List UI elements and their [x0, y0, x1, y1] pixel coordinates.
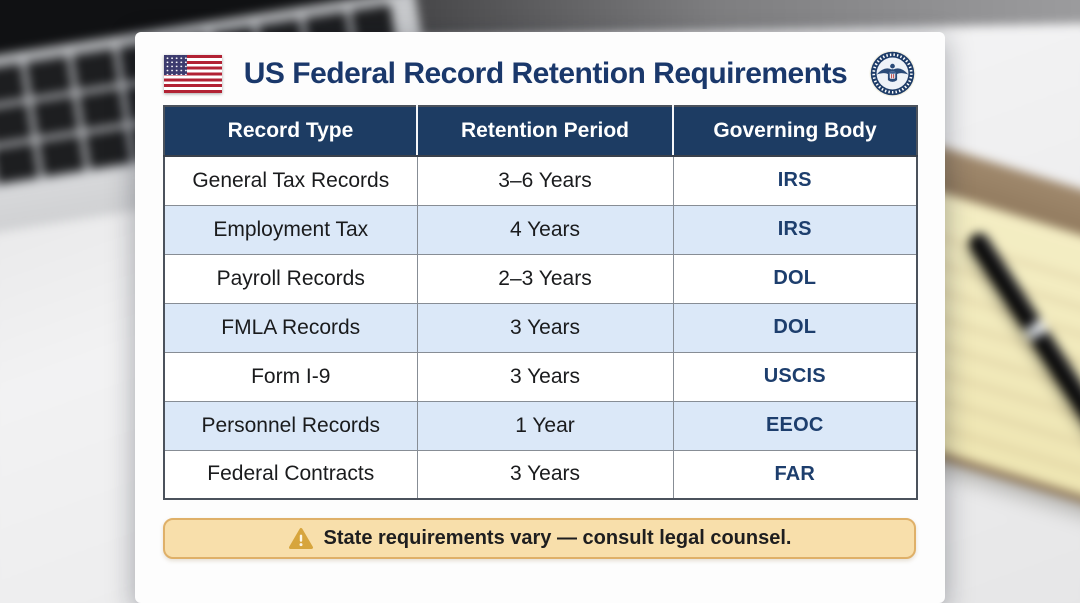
disclaimer-text: State requirements vary — consult legal …: [323, 527, 792, 549]
retention-period-cell: 2–3 Years: [416, 253, 674, 304]
infographic-card: US Federal Record Retention Requirements: [135, 32, 945, 603]
record-type-cell: Form I-9: [163, 351, 418, 402]
us-flag-icon: [164, 54, 222, 93]
retention-period-cell: 4 Years: [416, 204, 674, 255]
warning-triangle-icon: [288, 527, 313, 549]
us-flag-canton: [164, 54, 188, 75]
column-header-governing-body: Governing Body: [672, 106, 917, 157]
record-type-cell: General Tax Records: [163, 155, 418, 206]
retention-period-cell: 3 Years: [416, 302, 674, 353]
us-great-seal-icon: [869, 50, 916, 97]
table-row: Form I-9 3 Years USCIS: [163, 351, 918, 402]
record-type-cell: Employment Tax: [163, 204, 418, 255]
record-type-cell: Federal Contracts: [163, 449, 418, 500]
table-row: Federal Contracts 3 Years FAR: [163, 449, 918, 500]
table-row: Personnel Records 1 Year EEOC: [163, 400, 918, 451]
table-row: FMLA Records 3 Years DOL: [163, 302, 918, 353]
retention-requirements-table: Record Type Retention Period Governing B…: [163, 105, 918, 500]
record-type-cell: Payroll Records: [163, 253, 418, 304]
column-header-retention-period: Retention Period: [416, 106, 673, 157]
governing-body-cell: DOL: [672, 253, 918, 304]
table-wrapper: Record Type Retention Period Governing B…: [135, 105, 945, 500]
table-row: Payroll Records 2–3 Years DOL: [163, 253, 918, 304]
table-row: Employment Tax 4 Years IRS: [163, 204, 918, 255]
disclaimer-banner: State requirements vary — consult legal …: [163, 518, 916, 559]
governing-body-cell: EEOC: [672, 400, 918, 451]
governing-body-cell: DOL: [672, 302, 918, 353]
table-row: General Tax Records 3–6 Years IRS: [163, 155, 918, 206]
governing-body-cell: USCIS: [672, 351, 918, 402]
page-title: US Federal Record Retention Requirements: [243, 56, 848, 90]
table-header-row: Record Type Retention Period Governing B…: [164, 106, 917, 157]
retention-period-cell: 3 Years: [416, 351, 674, 402]
record-type-cell: Personnel Records: [163, 400, 418, 451]
retention-period-cell: 3–6 Years: [416, 155, 674, 206]
column-header-record-type: Record Type: [164, 106, 417, 157]
governing-body-cell: FAR: [672, 449, 918, 500]
governing-body-cell: IRS: [672, 155, 918, 206]
governing-body-cell: IRS: [672, 204, 918, 255]
retention-period-cell: 3 Years: [416, 449, 674, 500]
card-header: US Federal Record Retention Requirements: [135, 32, 945, 105]
retention-period-cell: 1 Year: [416, 400, 674, 451]
record-type-cell: FMLA Records: [163, 302, 418, 353]
